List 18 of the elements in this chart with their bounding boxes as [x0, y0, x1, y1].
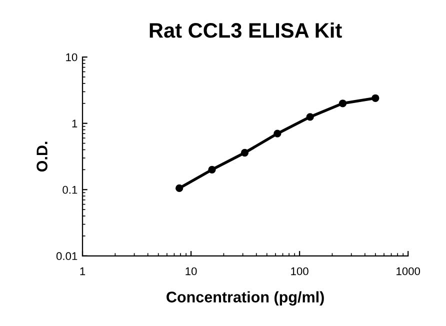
- x-tick-label: 1000: [396, 267, 420, 276]
- x-tick-label: 1: [80, 267, 86, 276]
- chart-title: Rat CCL3 ELISA Kit: [150, 22, 342, 38]
- point: [274, 130, 282, 138]
- y-axis-title: O.D.: [36, 142, 48, 172]
- point: [306, 113, 314, 121]
- y-tick-label: 1: [72, 120, 78, 128]
- point: [240, 148, 249, 157]
- point: [208, 166, 216, 174]
- x-tick-label: 10: [186, 267, 197, 276]
- point: [372, 94, 380, 102]
- y-tick-label: 0.01: [56, 252, 78, 260]
- point: [176, 184, 184, 192]
- point: [338, 100, 347, 108]
- y-tick-label: 0.1: [62, 186, 78, 194]
- x-tick-label: 100: [291, 267, 308, 276]
- x-axis-title: Concentration (pg/ml): [166, 291, 324, 306]
- y-tick-label: 10: [66, 53, 78, 62]
